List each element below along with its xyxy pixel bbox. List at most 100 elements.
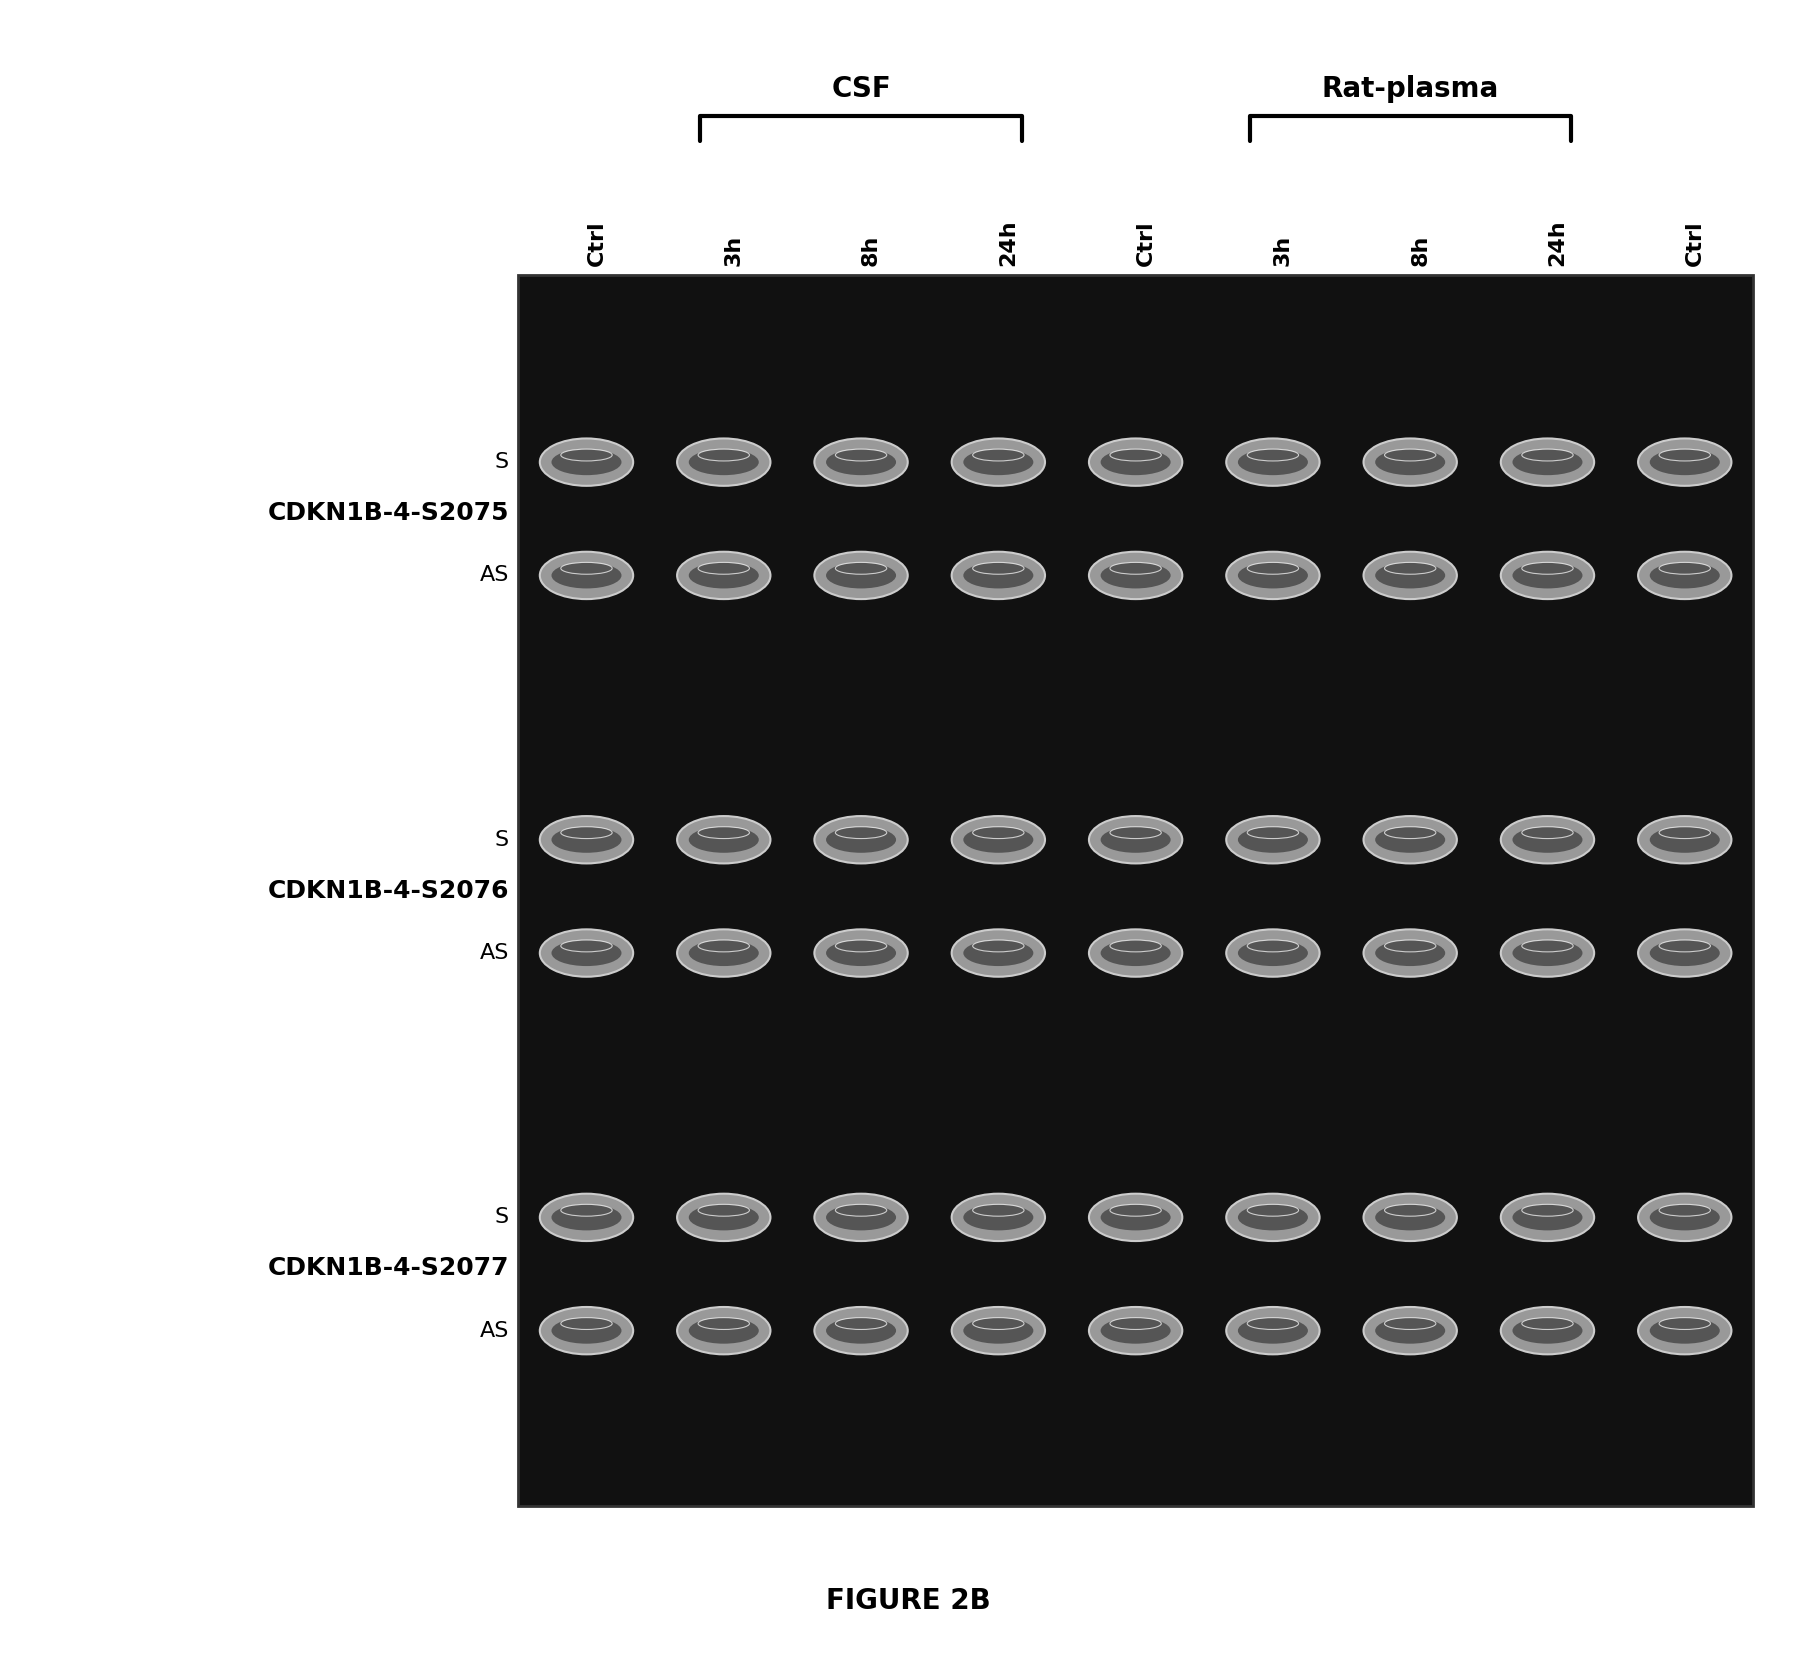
Ellipse shape <box>1226 815 1319 864</box>
Ellipse shape <box>1375 827 1445 852</box>
Ellipse shape <box>952 1306 1045 1354</box>
Text: AS: AS <box>480 566 509 586</box>
Ellipse shape <box>1650 827 1719 852</box>
Text: CDKN1B-4-S2075: CDKN1B-4-S2075 <box>267 501 509 526</box>
Ellipse shape <box>678 815 770 864</box>
Ellipse shape <box>1375 1318 1445 1345</box>
Ellipse shape <box>1237 940 1308 967</box>
Ellipse shape <box>1088 815 1183 864</box>
Ellipse shape <box>1088 438 1183 486</box>
Ellipse shape <box>1375 940 1445 967</box>
Ellipse shape <box>963 449 1034 476</box>
Text: 3h: 3h <box>1274 235 1294 266</box>
Text: 3h: 3h <box>723 235 743 266</box>
Ellipse shape <box>540 1193 632 1241</box>
Ellipse shape <box>963 562 1034 589</box>
Ellipse shape <box>1650 449 1719 476</box>
Ellipse shape <box>827 940 896 967</box>
Ellipse shape <box>1650 562 1719 589</box>
Ellipse shape <box>552 940 621 967</box>
Ellipse shape <box>1363 930 1457 977</box>
Ellipse shape <box>540 1306 632 1354</box>
Ellipse shape <box>1226 438 1319 486</box>
Ellipse shape <box>1226 552 1319 599</box>
Ellipse shape <box>1639 438 1732 486</box>
Ellipse shape <box>1237 1318 1308 1345</box>
Ellipse shape <box>689 1318 760 1345</box>
Ellipse shape <box>678 1306 770 1354</box>
Ellipse shape <box>1363 552 1457 599</box>
Ellipse shape <box>963 827 1034 852</box>
Ellipse shape <box>1363 1193 1457 1241</box>
Ellipse shape <box>1088 1193 1183 1241</box>
Ellipse shape <box>1101 1318 1170 1345</box>
Ellipse shape <box>552 1318 621 1345</box>
Ellipse shape <box>814 1306 908 1354</box>
Ellipse shape <box>1512 562 1583 589</box>
Text: CDKN1B-4-S2076: CDKN1B-4-S2076 <box>267 879 509 904</box>
Ellipse shape <box>678 552 770 599</box>
Ellipse shape <box>1375 449 1445 476</box>
Ellipse shape <box>540 438 632 486</box>
Ellipse shape <box>1501 1306 1594 1354</box>
Ellipse shape <box>1639 815 1732 864</box>
Ellipse shape <box>678 438 770 486</box>
Ellipse shape <box>689 562 760 589</box>
Ellipse shape <box>1501 438 1594 486</box>
Ellipse shape <box>952 438 1045 486</box>
Ellipse shape <box>552 562 621 589</box>
Ellipse shape <box>827 1205 896 1230</box>
Ellipse shape <box>1088 930 1183 977</box>
Text: 24h: 24h <box>998 220 1018 266</box>
Text: S: S <box>494 830 509 850</box>
Ellipse shape <box>952 930 1045 977</box>
Ellipse shape <box>952 815 1045 864</box>
Ellipse shape <box>1237 562 1308 589</box>
Ellipse shape <box>552 1205 621 1230</box>
Ellipse shape <box>827 1318 896 1345</box>
Ellipse shape <box>1088 1306 1183 1354</box>
Ellipse shape <box>827 562 896 589</box>
Ellipse shape <box>1101 449 1170 476</box>
Ellipse shape <box>540 930 632 977</box>
Ellipse shape <box>1237 1205 1308 1230</box>
Ellipse shape <box>814 815 908 864</box>
FancyBboxPatch shape <box>518 275 1753 1506</box>
Ellipse shape <box>827 827 896 852</box>
Text: FIGURE 2B: FIGURE 2B <box>827 1587 990 1614</box>
Ellipse shape <box>952 1193 1045 1241</box>
Ellipse shape <box>689 940 760 967</box>
Text: S: S <box>494 453 509 473</box>
Ellipse shape <box>1101 940 1170 967</box>
Text: S: S <box>494 1208 509 1228</box>
Ellipse shape <box>1639 552 1732 599</box>
Ellipse shape <box>814 930 908 977</box>
Ellipse shape <box>1101 827 1170 852</box>
Ellipse shape <box>1650 1318 1719 1345</box>
Ellipse shape <box>1650 1205 1719 1230</box>
Ellipse shape <box>1088 552 1183 599</box>
Ellipse shape <box>1501 930 1594 977</box>
Ellipse shape <box>678 1193 770 1241</box>
Ellipse shape <box>952 552 1045 599</box>
Ellipse shape <box>1237 827 1308 852</box>
Ellipse shape <box>1512 1205 1583 1230</box>
Ellipse shape <box>1226 930 1319 977</box>
Ellipse shape <box>689 449 760 476</box>
Ellipse shape <box>1363 815 1457 864</box>
Text: Ctrl: Ctrl <box>1684 221 1704 266</box>
Ellipse shape <box>689 827 760 852</box>
Text: Ctrl: Ctrl <box>587 221 607 266</box>
Ellipse shape <box>1101 1205 1170 1230</box>
Text: 8h: 8h <box>861 235 881 266</box>
Ellipse shape <box>1512 449 1583 476</box>
Ellipse shape <box>1226 1193 1319 1241</box>
Text: 24h: 24h <box>1548 220 1568 266</box>
Ellipse shape <box>1375 562 1445 589</box>
Ellipse shape <box>1501 815 1594 864</box>
Ellipse shape <box>814 438 908 486</box>
Text: Ctrl: Ctrl <box>1136 221 1156 266</box>
Ellipse shape <box>814 1193 908 1241</box>
Ellipse shape <box>1512 827 1583 852</box>
Ellipse shape <box>1639 930 1732 977</box>
